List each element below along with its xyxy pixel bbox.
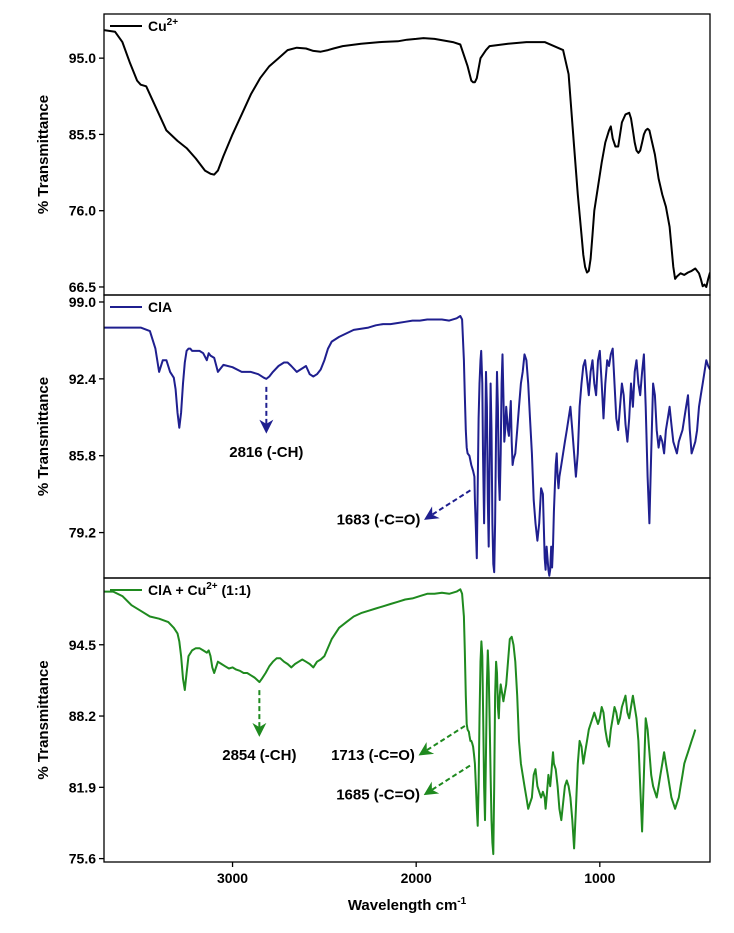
y-tick-label: 79.2	[69, 525, 96, 541]
legend-label: ClA + Cu2+ (1:1)	[148, 581, 251, 598]
y-tick-label: 94.5	[69, 637, 96, 653]
y-tick-label: 66.5	[69, 279, 96, 295]
series-line-2	[104, 315, 710, 577]
annotation: 2816 (-CH)	[229, 386, 303, 461]
panel-frame	[103, 577, 711, 863]
x-tick-label: 3000	[217, 870, 248, 886]
x-axis-label-superscript: -1	[457, 896, 466, 907]
legend-suffix: (1:1)	[218, 582, 251, 598]
legend-superscript: 2+	[206, 581, 218, 592]
y-tick-label: 76.0	[69, 203, 96, 219]
legend-label: Cu2+	[148, 17, 178, 34]
panel-1: 95.0 85.5 76.0 66.5 % Transmittance Cu2+	[35, 13, 711, 296]
y-tick-label: 92.4	[69, 371, 96, 387]
annotation: 1685 (-C=O)	[336, 764, 471, 804]
annotation-arrow	[418, 725, 466, 756]
annotation: 1683 (-C=O)	[337, 489, 471, 528]
series-line-3	[104, 588, 697, 856]
y-tick-label: 88.2	[69, 708, 96, 724]
annotation-label: 2816 (-CH)	[229, 444, 303, 461]
annotation-arrow	[423, 764, 471, 796]
x-axis-label: Wavelength cm-1	[348, 896, 467, 914]
legend-superscript: 2+	[167, 17, 179, 28]
annotation-label: 1713 (-C=O)	[331, 747, 415, 764]
y-tick-label: 85.5	[69, 126, 96, 142]
annotation-arrow	[424, 489, 471, 520]
x-tick-label: 2000	[401, 870, 432, 886]
y-tick-label: 81.9	[69, 779, 96, 795]
annotation-label: 2854 (-CH)	[222, 747, 296, 764]
x-axis: 3000 2000 1000 Wavelength cm-1	[217, 862, 616, 914]
y-axis-label: % Transmittance	[35, 95, 52, 214]
y-axis-label: % Transmittance	[35, 660, 52, 779]
annotation: 2854 (-CH)	[222, 690, 296, 764]
x-axis-label-text: Wavelength cm	[348, 897, 457, 914]
y-tick-label: 85.8	[69, 448, 96, 464]
x-tick-label: 1000	[584, 870, 615, 886]
y-axis-label: % Transmittance	[35, 377, 52, 496]
panel-frame	[103, 13, 711, 296]
legend-name: ClA	[148, 299, 172, 315]
y-tick-label: 95.0	[69, 50, 96, 66]
legend-name: ClA + Cu	[148, 582, 206, 598]
panel-2: 99.0 92.4 85.8 79.2 % Transmittance ClA	[35, 294, 711, 579]
annotation: 1713 (-C=O)	[331, 725, 466, 764]
legend-label: ClA	[148, 299, 172, 315]
annotation-label: 1685 (-C=O)	[336, 787, 420, 804]
y-tick-label: 75.6	[69, 851, 96, 867]
series-line-1	[104, 29, 710, 288]
annotation-label: 1683 (-C=O)	[337, 511, 421, 528]
legend-name: Cu	[148, 18, 167, 34]
y-tick-label: 99.0	[69, 294, 96, 310]
panel-frame	[103, 294, 711, 579]
